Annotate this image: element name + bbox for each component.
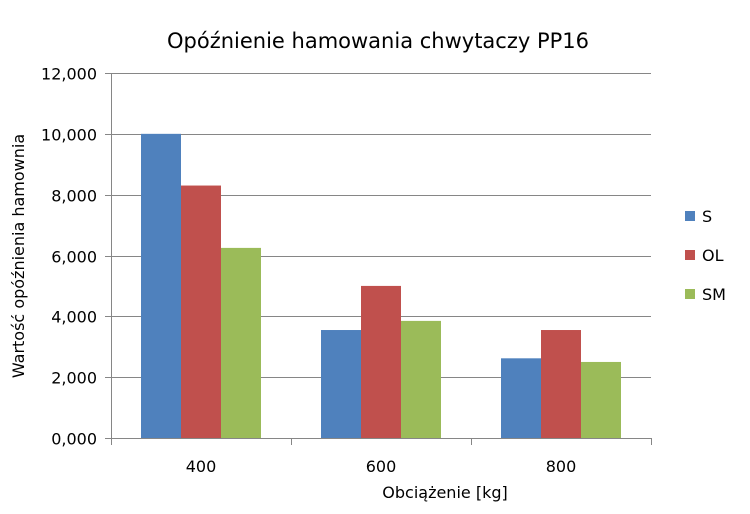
bar-sm-600 [401,320,441,438]
y-tick-label: 4,000 [51,308,97,327]
chart-title: Opóźnienie hamowania chwytaczy PP16 [167,29,589,53]
legend-swatch-s [685,211,695,221]
bar-s-400 [141,133,181,439]
legend: S OL SM [685,207,726,304]
legend-label-sm: SM [702,285,726,304]
bar-sm-800 [581,361,621,438]
y-tick-label: 10,000 [41,126,97,145]
bar-s-600 [321,330,361,438]
y-tick-label: 2,000 [51,369,97,388]
y-tick-label: 0,000 [51,430,97,449]
tick-labels: 0,000 2,000 4,000 6,000 8,000 10,000 12,000 400… [41,65,576,477]
legend-swatch-ol [685,250,695,260]
bar-ol-800 [541,330,581,438]
bar-s-800 [501,358,541,438]
y-tick-label: 6,000 [51,248,97,267]
y-axis-label: Wartość opóźnienia hamownia [9,134,28,378]
x-tick-label: 400 [186,457,217,476]
legend-swatch-sm [685,289,695,299]
y-tick-label: 8,000 [51,187,97,206]
x-tick-label: 600 [366,457,397,476]
x-axis-label: Obciążenie [kg] [382,483,507,502]
bars [141,133,621,439]
bar-ol-600 [361,285,401,438]
axes [105,73,652,445]
x-tick-label: 800 [546,457,577,476]
legend-label-s: S [702,207,712,226]
bar-sm-400 [221,247,261,438]
bar-ol-400 [181,185,221,438]
legend-label-ol: OL [702,246,724,265]
y-tick-label: 12,000 [41,65,97,84]
